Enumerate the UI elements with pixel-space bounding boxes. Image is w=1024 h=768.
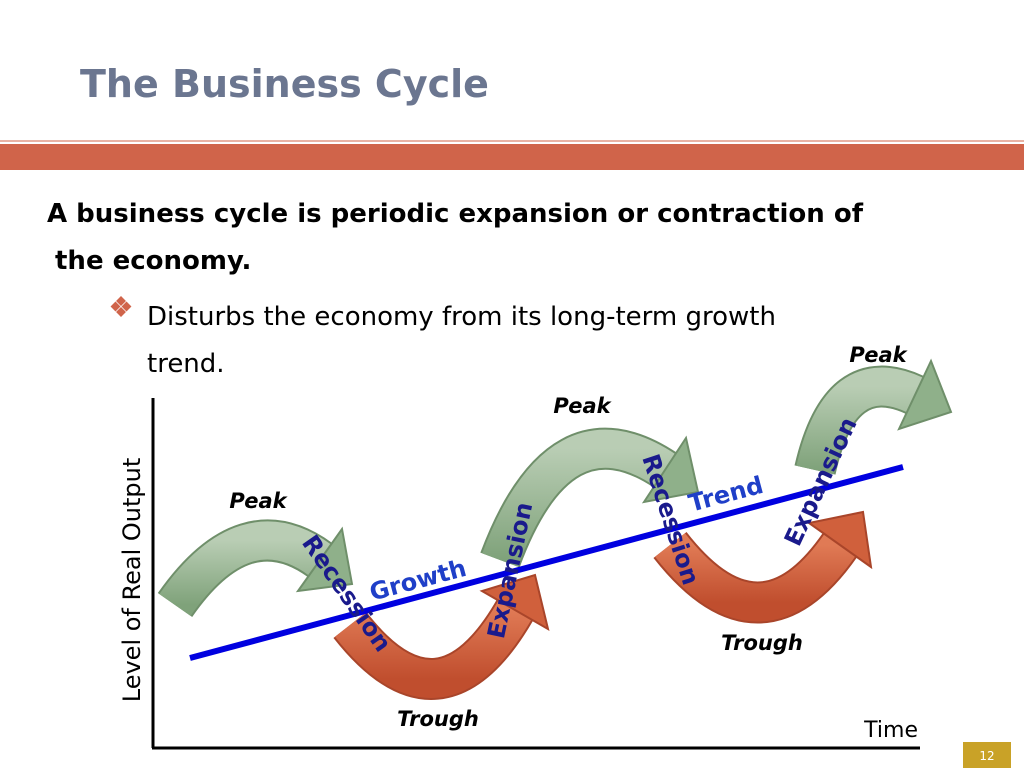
page-number: 12 [979,749,994,763]
green-arrow [157,519,354,618]
peak-label: Peak [553,394,612,418]
page-number-box [963,742,1011,768]
red-arrow [653,510,873,624]
bullet-line: trend. [147,349,225,379]
red-arrow [333,573,550,700]
bullet-line: Disturbs the economy from its long-term … [147,302,776,332]
x-axis-label: Time [863,718,918,743]
peak-label: Peak [229,489,288,513]
slide-title: The Business Cycle [80,62,489,106]
statement-line: A business cycle is periodic expansion o… [47,199,864,229]
accent-bar [0,144,1024,170]
green-arrow [480,427,700,568]
trough-label: Trough [721,631,803,655]
statement-line: the economy. [55,246,251,276]
trough-label: Trough [397,707,479,731]
green-arrow [794,358,953,475]
peak-label: Peak [849,343,908,367]
y-axis-label: Level of Real Output [118,458,146,702]
trend-line [189,464,904,661]
